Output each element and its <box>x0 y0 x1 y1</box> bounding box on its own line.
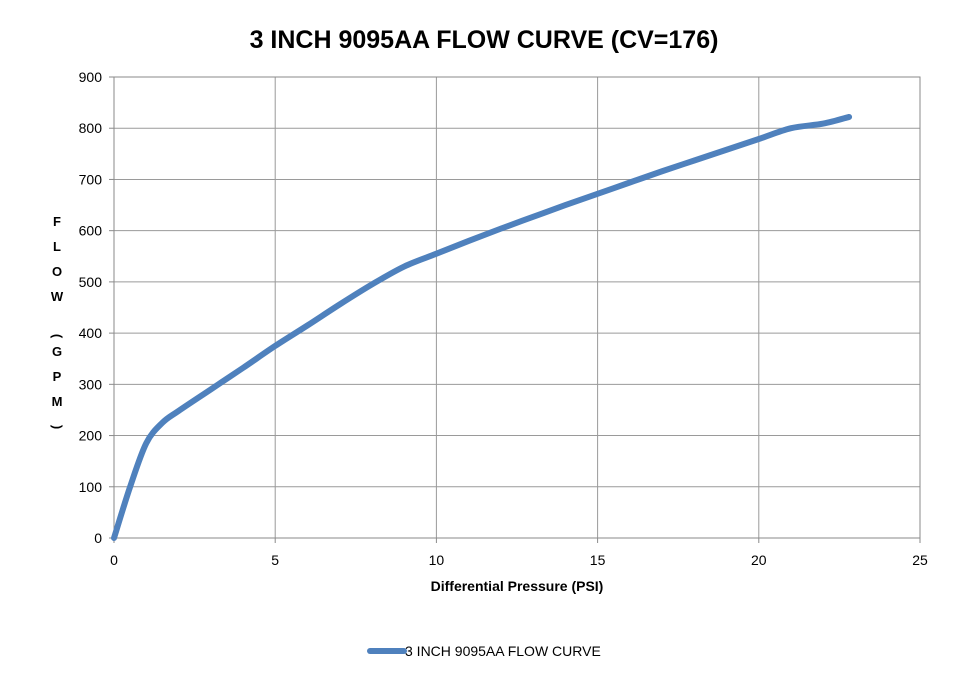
x-tick-label: 20 <box>751 552 767 568</box>
legend-label: 3 INCH 9095AA FLOW CURVE <box>405 643 601 659</box>
y-axis-label-char: G <box>52 344 62 359</box>
y-axis-label-char: P <box>53 369 62 384</box>
x-tick-label: 5 <box>271 552 279 568</box>
y-tick-label: 0 <box>94 530 102 546</box>
y-axis-label-char: ( <box>50 334 65 339</box>
x-tick-label: 25 <box>912 552 928 568</box>
y-tick-label: 600 <box>79 223 103 239</box>
y-axis-label-char: F <box>53 214 61 229</box>
grid-lines <box>113 76 921 539</box>
y-axis-label-char: L <box>53 239 61 254</box>
y-axis-label: FLOW ( GPM) <box>50 214 65 429</box>
x-tick-label: 0 <box>110 552 118 568</box>
y-tick-label: 500 <box>79 274 103 290</box>
series-group <box>111 113 853 541</box>
y-tick-label: 100 <box>79 479 103 495</box>
y-tick-label: 700 <box>79 171 103 187</box>
series-line <box>111 113 853 541</box>
chart-title: 3 INCH 9095AA FLOW CURVE (CV=176) <box>250 26 719 54</box>
y-axis-label-char: O <box>52 264 62 279</box>
x-axis-label: Differential Pressure (PSI) <box>431 578 604 594</box>
legend: 3 INCH 9095AA FLOW CURVE <box>367 643 601 659</box>
x-tick-label: 15 <box>590 552 606 568</box>
x-tick-label: 10 <box>429 552 445 568</box>
y-axis-label-char: W <box>51 289 64 304</box>
y-tick-label: 900 <box>79 69 103 85</box>
x-axis-ticks: 0 5 10 15 20 25 <box>110 538 928 568</box>
plot-area-border <box>113 76 921 539</box>
y-tick-label: 400 <box>79 325 103 341</box>
y-tick-label: 200 <box>79 428 103 444</box>
y-axis-label-char: M <box>52 394 63 409</box>
y-tick-label: 800 <box>79 120 103 136</box>
y-axis-label-char: ) <box>50 425 65 429</box>
y-tick-label: 300 <box>79 376 103 392</box>
y-axis-ticks: 0 100 200 300 400 500 600 700 800 900 <box>79 69 114 546</box>
